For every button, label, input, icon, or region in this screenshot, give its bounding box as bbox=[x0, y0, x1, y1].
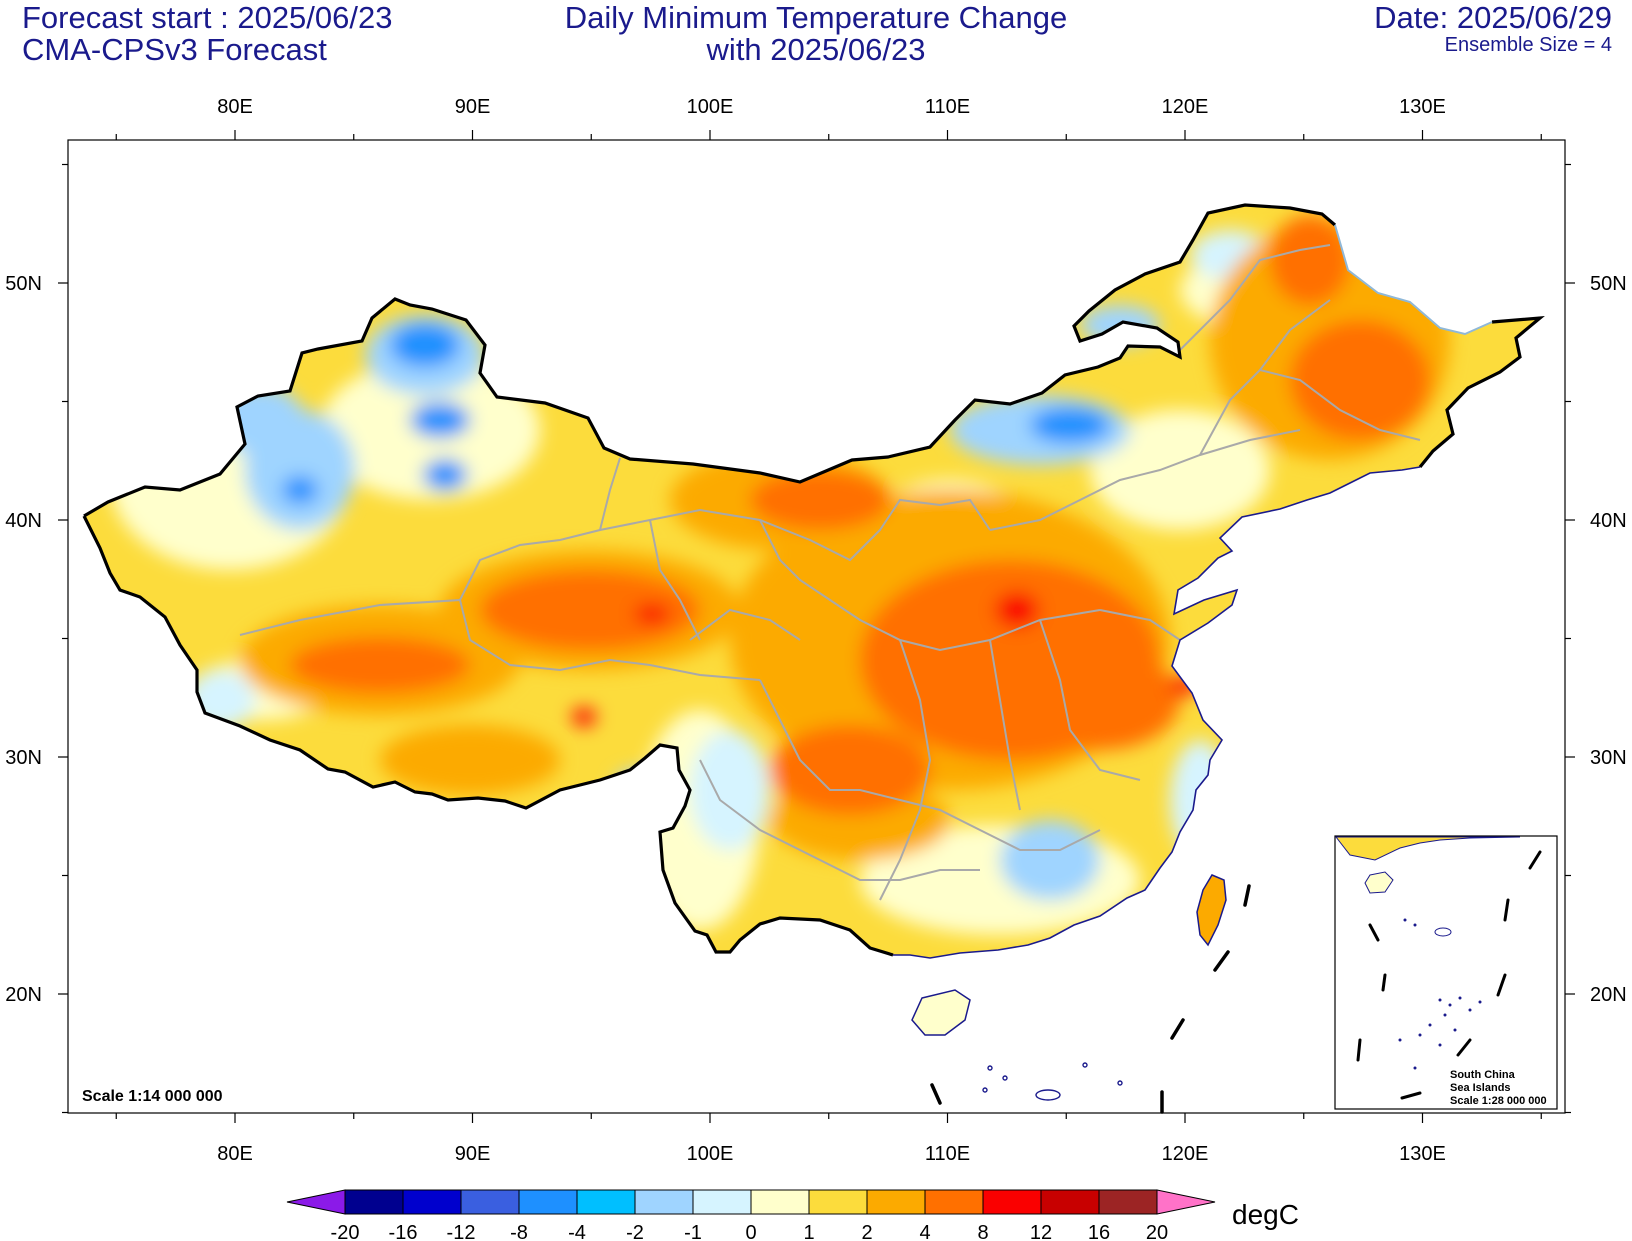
lat-label-left: 20N bbox=[5, 984, 42, 1006]
lon-label-top: 90E bbox=[455, 96, 491, 118]
colorbar-unit: degC bbox=[1232, 1199, 1299, 1230]
colorbar-tick-label: -20 bbox=[331, 1222, 360, 1241]
colorbar-swatch bbox=[518, 1189, 578, 1215]
colorbar-tick-label: -8 bbox=[510, 1222, 528, 1241]
lon-label-bottom: 90E bbox=[455, 1143, 491, 1165]
ensemble-size-label: Ensemble Size = 4 bbox=[1444, 34, 1612, 56]
lat-label-right: 40N bbox=[1590, 510, 1627, 532]
colorbar-swatch bbox=[402, 1189, 462, 1215]
colorbar-high-arrow bbox=[1156, 1189, 1216, 1215]
country-border-northeast bbox=[1418, 315, 1545, 469]
lon-label-top: 80E bbox=[217, 96, 253, 118]
colorbar-swatch bbox=[808, 1189, 868, 1215]
colorbar: -20 -16 -12 -8 -4 -2 -1 0 1 2 4 8 12 16 20 bbox=[286, 1189, 1216, 1241]
scale-label: Scale 1:14 000 000 bbox=[82, 1088, 223, 1105]
hainan-island bbox=[911, 989, 971, 1036]
dashed-boundary-line bbox=[930, 884, 1251, 1114]
lon-label-bottom: 120E bbox=[1162, 1143, 1209, 1165]
colorbar-swatch bbox=[924, 1189, 984, 1215]
lon-label-bottom: 110E bbox=[925, 1143, 970, 1165]
lon-label-top: 110E bbox=[925, 96, 970, 118]
coastline bbox=[893, 466, 1421, 959]
colorbar-tick-label: 0 bbox=[745, 1222, 756, 1241]
lon-label-top: 100E bbox=[687, 96, 734, 118]
longitude-bottom-ticks: 80E 90E 100E 110E 120E 130E bbox=[115, 1113, 1542, 1165]
latitude-left-ticks: 50N 40N 30N 20N bbox=[5, 163, 68, 1114]
colorbar-swatch bbox=[576, 1189, 636, 1215]
colorbar-swatch bbox=[634, 1189, 694, 1215]
colorbar-tick-label: 4 bbox=[919, 1222, 930, 1241]
lon-label-top: 130E bbox=[1399, 96, 1446, 118]
country-border-south bbox=[82, 515, 894, 957]
lon-label-top: 120E bbox=[1162, 96, 1209, 118]
lat-label-right: 50N bbox=[1590, 273, 1627, 295]
colorbar-tick-label: 12 bbox=[1030, 1222, 1052, 1241]
lon-label-bottom: 130E bbox=[1399, 1143, 1446, 1165]
colorbar-low-arrow bbox=[286, 1189, 346, 1215]
taiwan-island bbox=[1196, 874, 1227, 947]
river-border bbox=[1334, 224, 1493, 336]
colorbar-swatch bbox=[982, 1189, 1042, 1215]
longitude-top-ticks: 80E 90E 100E 110E 120E 130E bbox=[115, 96, 1542, 140]
lat-label-left: 30N bbox=[5, 747, 42, 769]
south-sea-islands bbox=[982, 1062, 1123, 1101]
inset-label-line1: South China bbox=[1450, 1069, 1516, 1081]
colorbar-tick-label: -4 bbox=[568, 1222, 586, 1241]
inset-label-line3: Scale 1:28 000 000 bbox=[1450, 1095, 1547, 1107]
lat-label-right: 20N bbox=[1590, 984, 1627, 1006]
lat-label-left: 40N bbox=[5, 510, 42, 532]
colorbar-tick-label: 8 bbox=[977, 1222, 988, 1241]
colorbar-tick-label: -16 bbox=[389, 1222, 418, 1241]
map-title-line2: with 2025/06/23 bbox=[706, 32, 926, 67]
map-title-line1: Daily Minimum Temperature Change bbox=[564, 0, 1068, 35]
valid-date-label: Date: 2025/06/29 bbox=[1374, 0, 1612, 35]
colorbar-tick-label: 16 bbox=[1088, 1222, 1110, 1241]
lat-label-right: 30N bbox=[1590, 747, 1627, 769]
colorbar-swatch bbox=[460, 1189, 520, 1215]
latitude-right-ticks: 50N 40N 30N 20N bbox=[1565, 163, 1627, 1114]
colorbar-swatch bbox=[866, 1189, 926, 1215]
inset-label-line2: Sea Islands bbox=[1450, 1082, 1511, 1094]
colorbar-tick-label: 2 bbox=[861, 1222, 872, 1241]
south-china-sea-inset bbox=[1334, 835, 1558, 1110]
colorbar-swatch bbox=[692, 1189, 752, 1215]
colorbar-swatch bbox=[750, 1189, 810, 1215]
colorbar-tick-label: 1 bbox=[803, 1222, 814, 1241]
colorbar-swatch bbox=[344, 1189, 404, 1215]
model-label: CMA-CPSv3 Forecast bbox=[22, 32, 327, 67]
colorbar-swatch bbox=[1040, 1189, 1100, 1215]
country-border bbox=[83, 203, 1337, 518]
colorbar-tick-label: 20 bbox=[1146, 1222, 1168, 1241]
colorbar-tick-label: -1 bbox=[684, 1222, 702, 1241]
colorbar-tick-label: -12 bbox=[447, 1222, 476, 1241]
province-boundaries bbox=[239, 244, 1421, 901]
forecast-start-label: Forecast start : 2025/06/23 bbox=[22, 0, 393, 35]
lon-label-bottom: 100E bbox=[687, 1143, 734, 1165]
lon-label-bottom: 80E bbox=[217, 1143, 253, 1165]
colorbar-swatch bbox=[1098, 1189, 1158, 1215]
lat-label-left: 50N bbox=[5, 273, 42, 295]
colorbar-tick-label: -2 bbox=[626, 1222, 644, 1241]
